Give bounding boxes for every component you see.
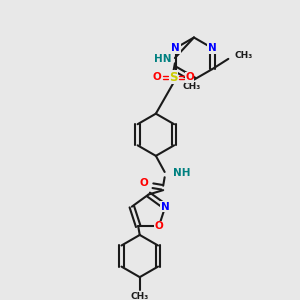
- Text: S: S: [169, 70, 178, 83]
- Text: O: O: [153, 72, 162, 82]
- Text: N: N: [208, 43, 217, 53]
- Text: N: N: [171, 43, 180, 53]
- Text: O: O: [154, 221, 163, 231]
- Text: O: O: [140, 178, 148, 188]
- Text: CH₃: CH₃: [235, 52, 253, 61]
- Text: CH₃: CH₃: [182, 82, 200, 91]
- Text: NH: NH: [173, 168, 190, 178]
- Text: N: N: [161, 202, 170, 212]
- Text: CH₃: CH₃: [130, 292, 149, 300]
- Text: HN: HN: [154, 55, 171, 64]
- Text: O: O: [185, 72, 194, 82]
